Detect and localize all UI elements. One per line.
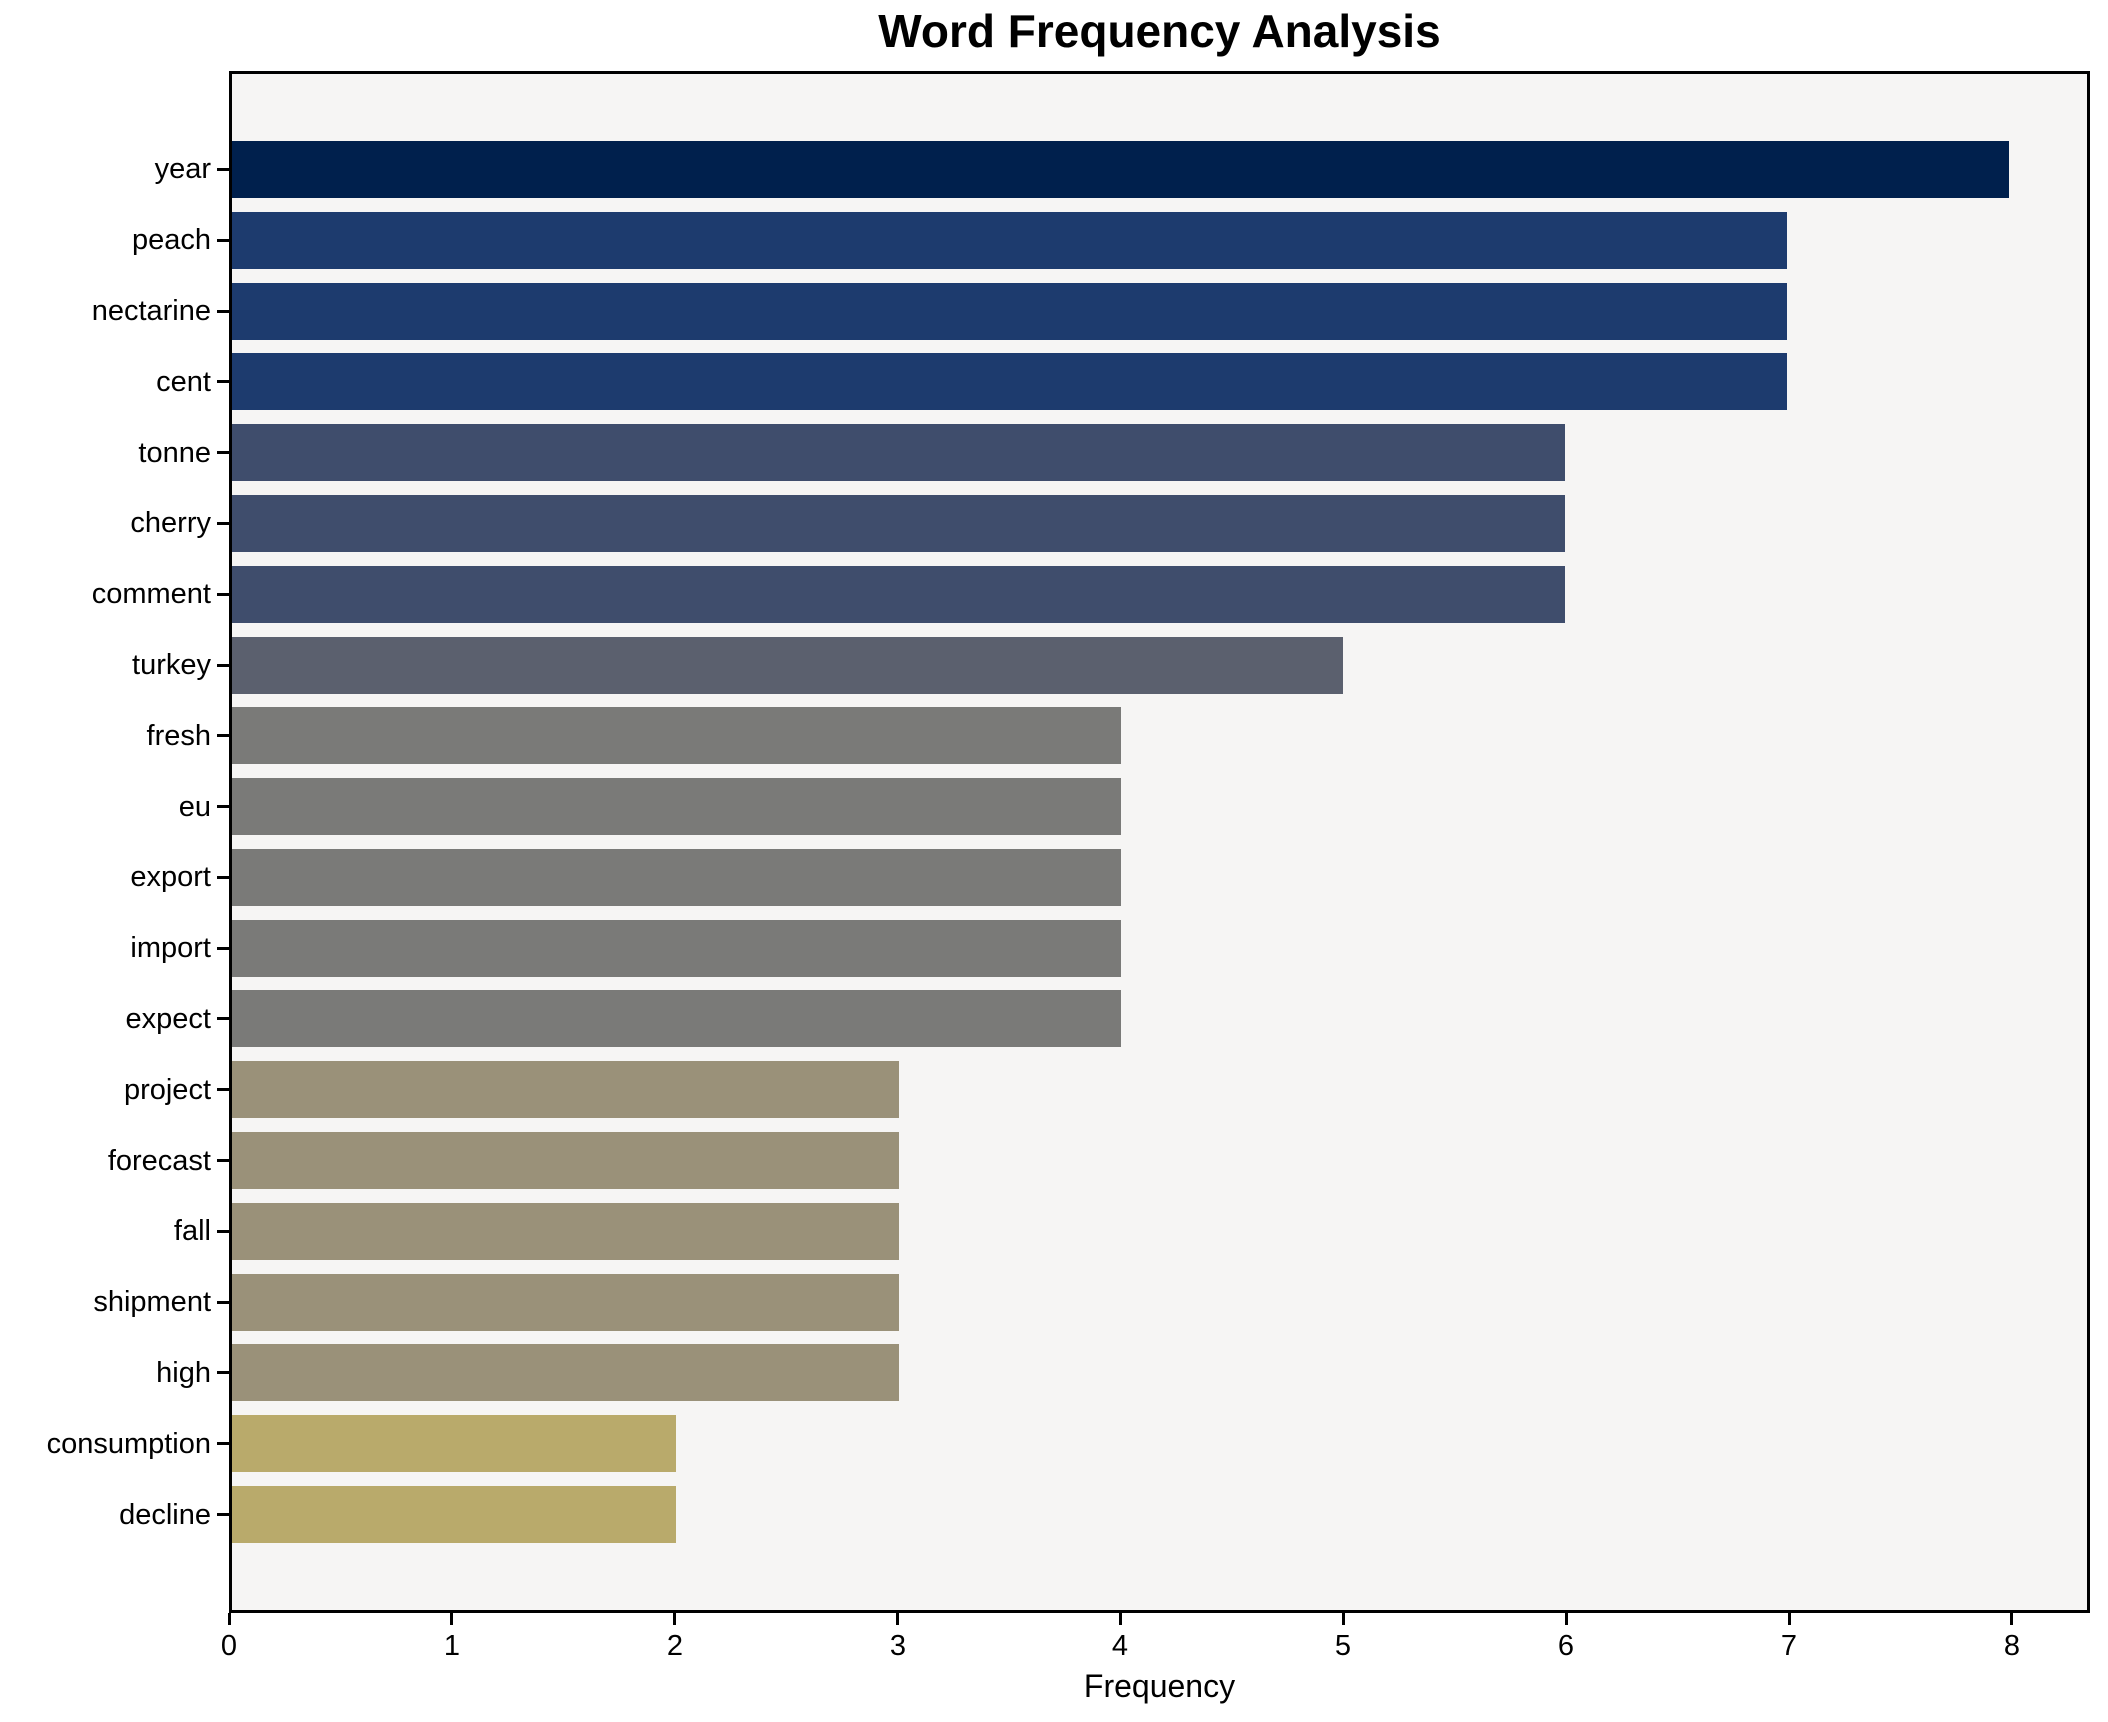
bar-comment (232, 566, 1565, 623)
x-tick-mark (896, 1613, 899, 1625)
y-tick-label-export: export (130, 861, 211, 893)
y-tick-mark (217, 1301, 229, 1304)
bar-export (232, 849, 1121, 906)
x-tick-label-5: 5 (1334, 1630, 1352, 1662)
bar-high (232, 1344, 899, 1401)
bar-consumption (232, 1415, 677, 1472)
y-tick-label-shipment: shipment (93, 1286, 211, 1318)
y-tick-label-decline: decline (119, 1499, 211, 1531)
x-tick-label-7: 7 (1780, 1630, 1798, 1662)
bar-project (232, 1061, 899, 1118)
x-tick-label-0: 0 (220, 1630, 238, 1662)
x-tick-mark (1342, 1613, 1345, 1625)
y-tick-mark (217, 593, 229, 596)
bar-decline (232, 1486, 677, 1543)
y-tick-mark (217, 1371, 229, 1374)
y-tick-mark (217, 239, 229, 242)
y-tick-mark (217, 310, 229, 313)
x-axis-title: Frequency (1083, 1668, 1236, 1704)
bar-expect (232, 990, 1121, 1047)
bar-forecast (232, 1132, 899, 1189)
x-tick-label-2: 2 (666, 1630, 684, 1662)
y-tick-label-project: project (123, 1074, 211, 1106)
y-tick-label-nectarine: nectarine (91, 295, 211, 327)
x-tick-mark (1119, 1613, 1122, 1625)
y-tick-mark (217, 805, 229, 808)
x-tick-mark (450, 1613, 453, 1625)
bar-peach (232, 212, 1788, 269)
bar-year (232, 141, 2010, 198)
bar-fresh (232, 707, 1121, 764)
y-tick-mark (217, 1159, 229, 1162)
y-tick-label-cherry: cherry (130, 507, 211, 539)
x-tick-mark (673, 1613, 676, 1625)
bar-fall (232, 1203, 899, 1260)
bar-import (232, 920, 1121, 977)
y-tick-label-cent: cent (156, 366, 211, 398)
y-tick-mark (217, 664, 229, 667)
y-tick-mark (217, 1230, 229, 1233)
y-tick-label-fall: fall (173, 1215, 211, 1247)
x-tick-mark (228, 1613, 231, 1625)
y-tick-label-eu: eu (178, 791, 211, 823)
y-tick-mark (217, 168, 229, 171)
bar-cent (232, 353, 1788, 410)
bar-cherry (232, 495, 1565, 552)
bar-tonne (232, 424, 1565, 481)
y-tick-label-peach: peach (131, 224, 211, 256)
x-tick-label-1: 1 (443, 1630, 461, 1662)
y-tick-mark (217, 947, 229, 950)
x-tick-mark (1565, 1613, 1568, 1625)
x-tick-label-3: 3 (889, 1630, 907, 1662)
y-tick-mark (217, 380, 229, 383)
y-tick-label-import: import (130, 932, 211, 964)
chart-title: Word Frequency Analysis (878, 5, 1441, 57)
y-tick-mark (217, 1017, 229, 1020)
bar-turkey (232, 637, 1343, 694)
bar-eu (232, 778, 1121, 835)
y-tick-label-consumption: consumption (46, 1428, 211, 1460)
y-tick-label-fresh: fresh (146, 720, 211, 752)
bar-shipment (232, 1274, 899, 1331)
y-tick-label-forecast: forecast (107, 1145, 211, 1177)
x-tick-label-4: 4 (1111, 1630, 1129, 1662)
x-tick-label-6: 6 (1557, 1630, 1575, 1662)
plot-area (229, 71, 2090, 1613)
x-tick-mark (2010, 1613, 2013, 1625)
y-tick-mark (217, 1442, 229, 1445)
y-tick-label-high: high (156, 1357, 211, 1389)
x-tick-mark (1788, 1613, 1791, 1625)
x-tick-label-8: 8 (2003, 1630, 2021, 1662)
y-tick-mark (217, 522, 229, 525)
y-tick-mark (217, 1088, 229, 1091)
bar-nectarine (232, 283, 1788, 340)
y-tick-label-tonne: tonne (138, 437, 211, 469)
y-tick-mark (217, 876, 229, 879)
y-tick-mark (217, 451, 229, 454)
y-tick-mark (217, 1513, 229, 1516)
y-tick-mark (217, 734, 229, 737)
y-tick-label-comment: comment (91, 578, 211, 610)
y-tick-label-turkey: turkey (132, 649, 211, 681)
y-tick-label-expect: expect (125, 1003, 211, 1035)
y-tick-label-year: year (154, 153, 211, 185)
